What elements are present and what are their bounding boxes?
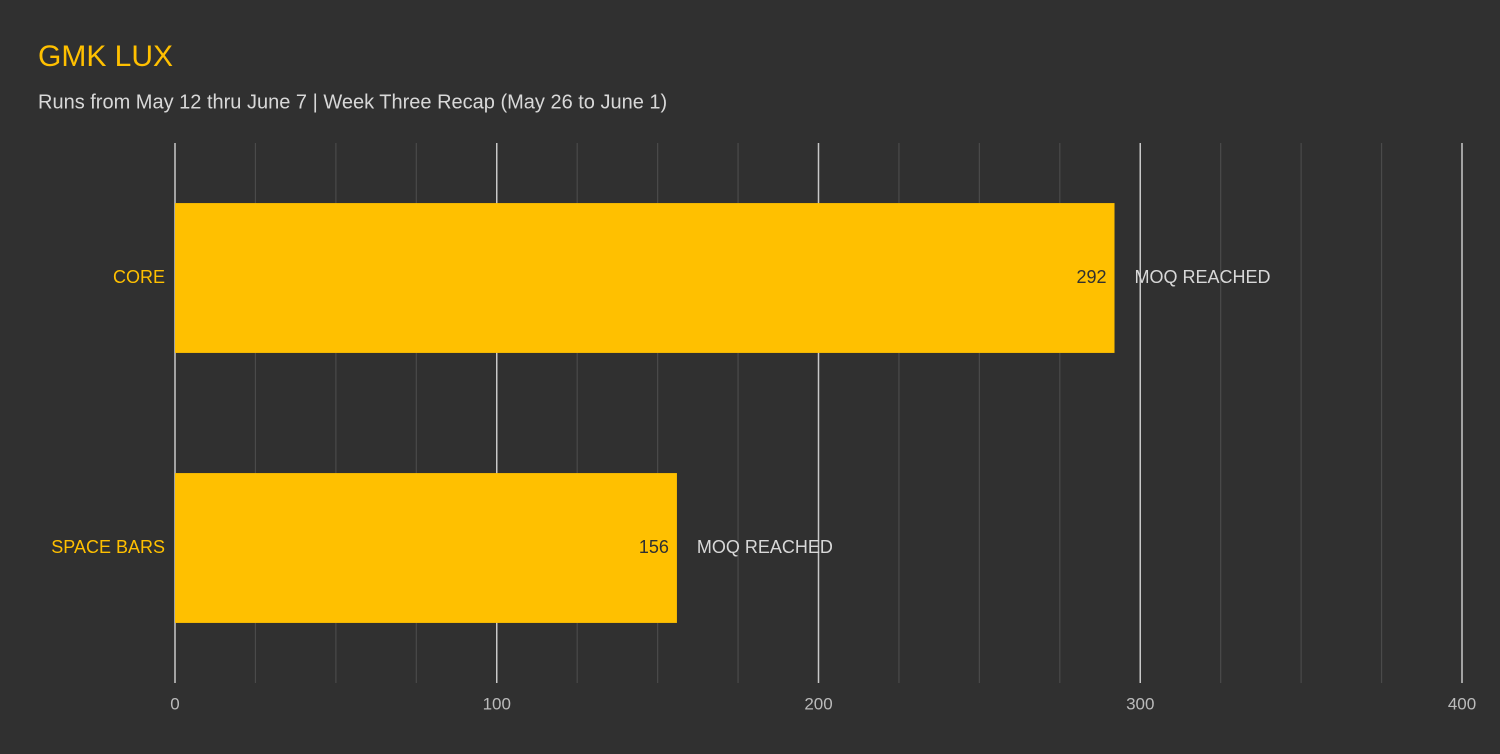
- x-tick-label: 200: [804, 694, 832, 713]
- bar: [175, 203, 1115, 353]
- x-tick-label: 100: [483, 694, 511, 713]
- x-tick-label: 0: [170, 694, 179, 713]
- x-tick-label: 400: [1448, 694, 1476, 713]
- annotation: MOQ REACHED: [697, 537, 833, 557]
- y-tick-label: CORE: [113, 267, 165, 287]
- y-tick-label: SPACE BARS: [51, 537, 165, 557]
- annotation: MOQ REACHED: [1135, 267, 1271, 287]
- value-label: 292: [1076, 267, 1106, 287]
- chart-subtitle: Runs from May 12 thru June 7 | Week Thre…: [38, 91, 667, 113]
- x-tick-label: 300: [1126, 694, 1154, 713]
- value-label: 156: [639, 537, 669, 557]
- chart-title: GMK LUX: [38, 40, 173, 73]
- bar: [175, 473, 677, 623]
